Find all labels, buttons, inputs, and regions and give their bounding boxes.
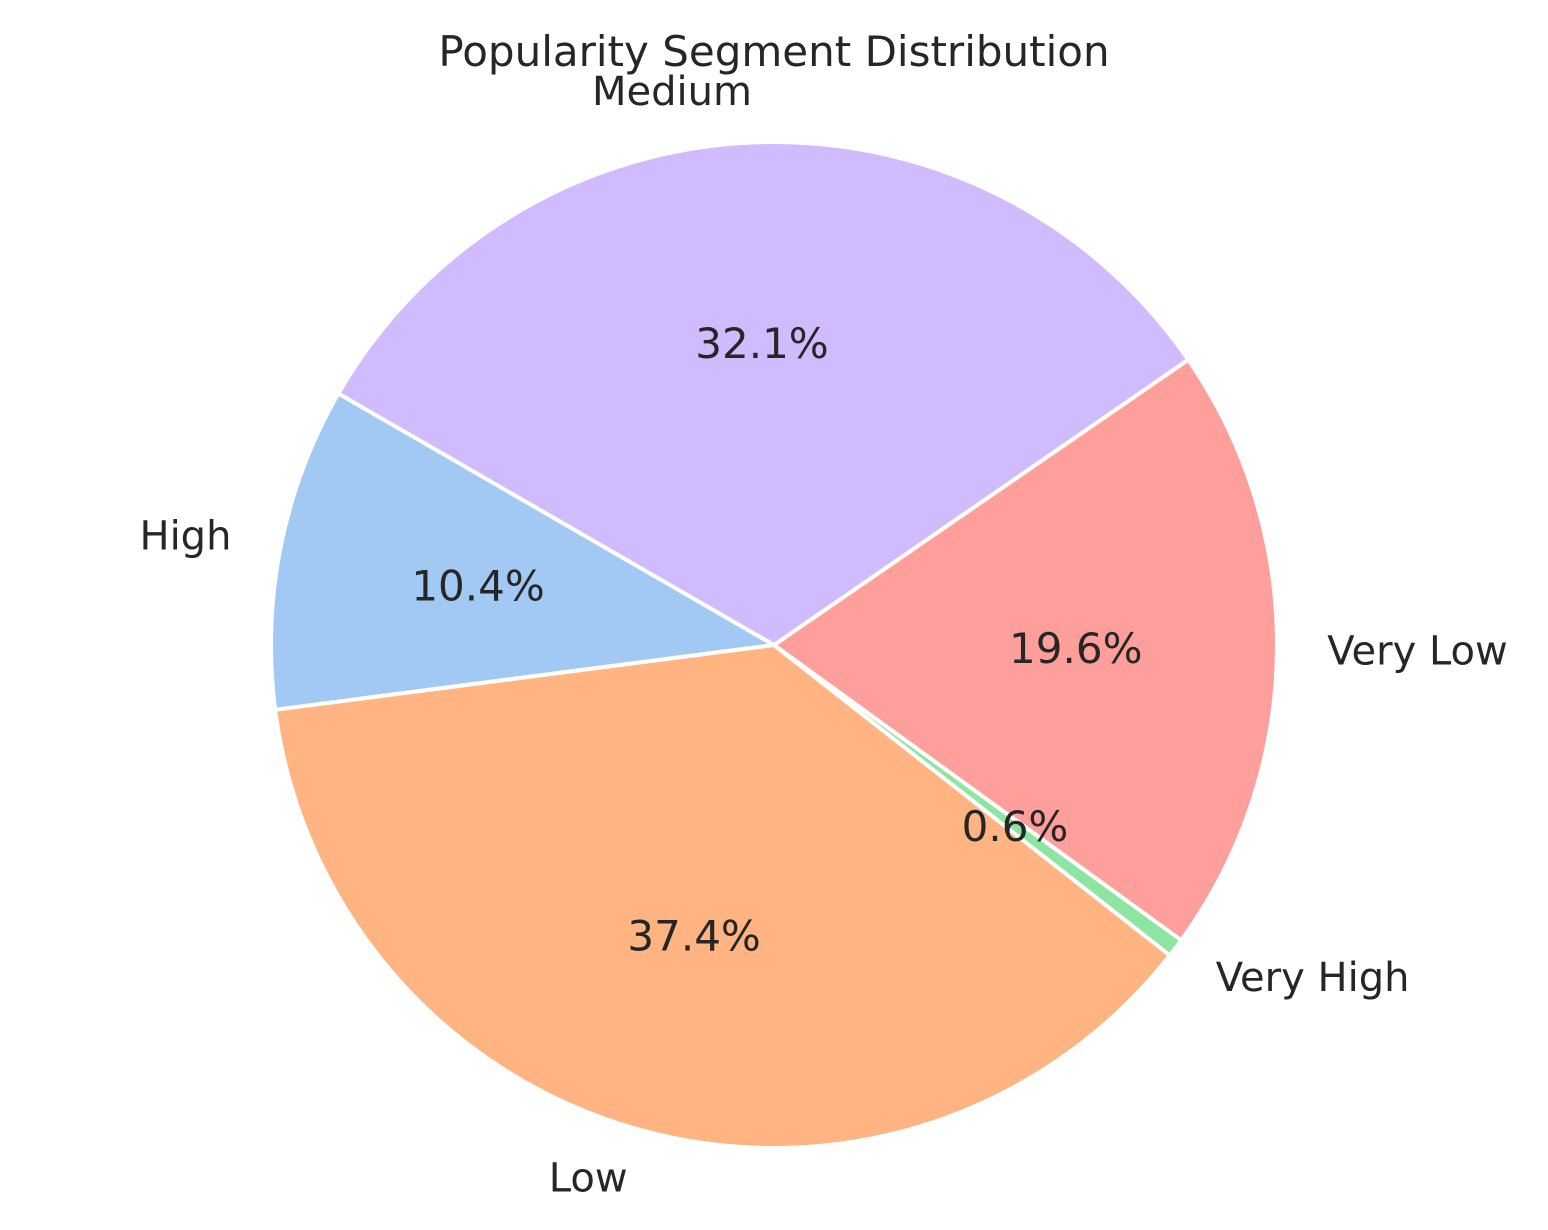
pct-label-very-high: 0.6%	[962, 802, 1069, 851]
slice-low	[273, 643, 1172, 1150]
slice-label-medium: Medium	[592, 69, 752, 115]
slice-high	[269, 391, 776, 712]
chart-title: Popularity Segment Distribution	[438, 27, 1109, 76]
slice-medium	[336, 140, 1191, 647]
pie-slices	[269, 140, 1279, 1150]
slice-label-low: Low	[549, 1156, 628, 1202]
slice-label-very-low: Very Low	[1327, 629, 1507, 675]
pct-label-low: 37.4%	[627, 912, 760, 961]
pie-labels: High 10.4% Low 37.4% Very High 0.6% Very Low 19…	[139, 69, 1507, 1201]
pct-label-very-low: 19.6%	[1009, 624, 1142, 673]
slice-very-low	[772, 357, 1279, 943]
slice-label-high: High	[139, 514, 231, 560]
pct-label-medium: 32.1%	[695, 319, 828, 368]
pct-label-high: 10.4%	[411, 561, 544, 610]
slice-label-very-high: Very High	[1216, 955, 1410, 1001]
